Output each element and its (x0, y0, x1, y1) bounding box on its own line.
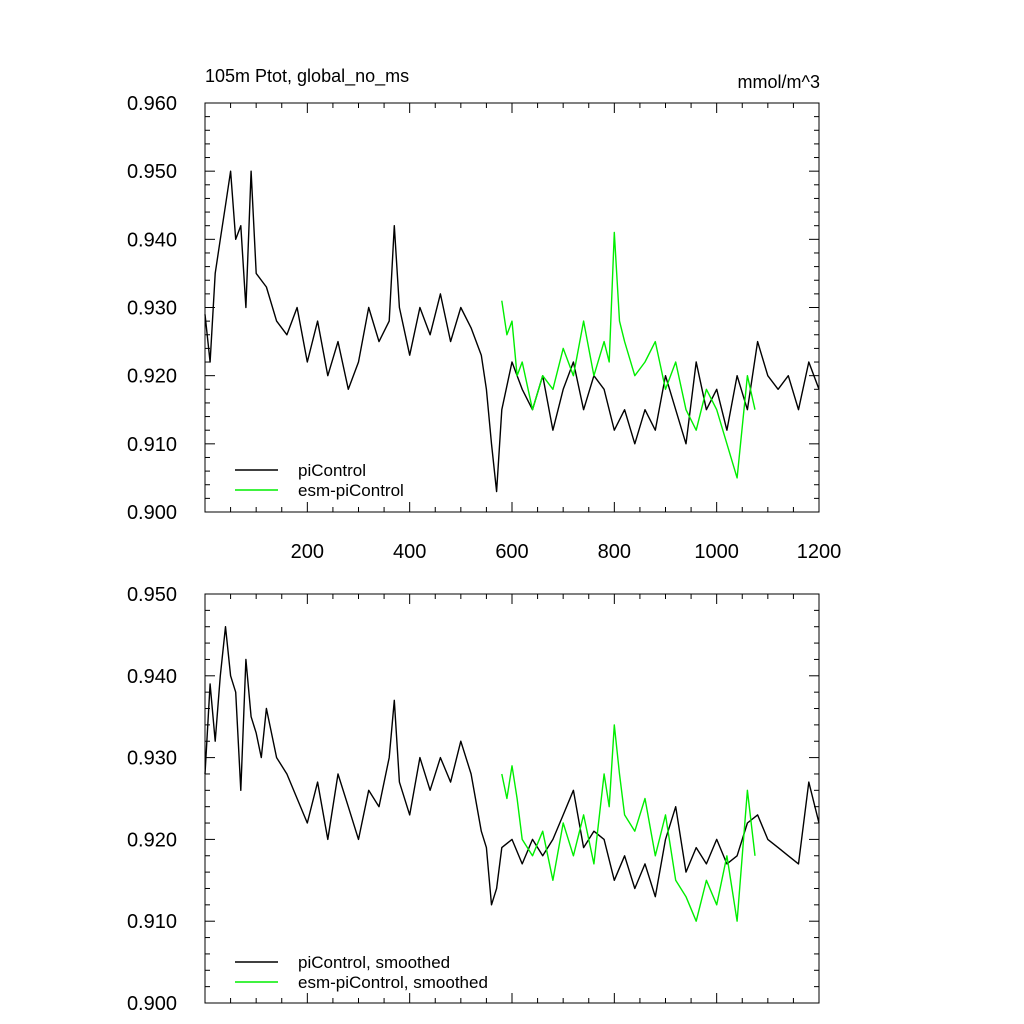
top-x-tick-label: 200 (291, 541, 324, 563)
bottom-y-tick-label: 0.940 (127, 666, 177, 688)
top-series-lines (204, 170, 820, 493)
top-y-tick-label: 0.900 (127, 502, 177, 524)
top-x-tick-label: 400 (393, 541, 426, 563)
top-series-picontrol-line (204, 170, 820, 493)
bottom-y-tick-label: 0.920 (127, 829, 177, 851)
top-series-esm-picontrol-line (501, 231, 756, 479)
top-y-tick-label: 0.950 (127, 161, 177, 183)
bottom-series-esm-picontrol-smoothed-line (501, 724, 756, 922)
top-y-tick-label: 0.960 (127, 93, 177, 115)
top-x-tick-label: 600 (495, 541, 528, 563)
bottom-series-lines (204, 626, 820, 922)
top-x-tick-label: 800 (598, 541, 631, 563)
top-y-tick-label: 0.920 (127, 366, 177, 388)
top-y-tick-label: 0.910 (127, 434, 177, 456)
bottom-panel: 0.900 0.910 0.920 0.930 0.940 0.950 piControl… (127, 584, 820, 1015)
bottom-y-tick-label: 0.930 (127, 748, 177, 770)
top-chart-units: mmol/m^3 (738, 72, 820, 92)
bottom-y-tick-labels: 0.900 0.910 0.920 0.930 0.940 0.950 (127, 584, 177, 1015)
top-y-tick-label: 0.930 (127, 298, 177, 320)
top-legend-label-esm-picontrol: esm-piControl (298, 481, 404, 500)
top-legend: piControl esm-piControl (235, 461, 404, 500)
top-chart-title: 105m Ptot, global_no_ms (205, 66, 409, 87)
top-tick-marks (204, 102, 820, 513)
top-y-tick-label: 0.940 (127, 229, 177, 251)
top-panel: 0.900 0.910 0.920 0.930 0.940 0.950 0.960 200 4… (127, 66, 841, 563)
bottom-tick-marks (204, 593, 820, 1004)
bottom-series-picontrol-smoothed-line (204, 626, 820, 906)
bottom-y-tick-label: 0.950 (127, 584, 177, 606)
top-x-tick-labels: 200 400 600 800 1000 1200 (291, 541, 842, 563)
top-y-tick-labels: 0.900 0.910 0.920 0.930 0.940 0.950 0.960 (127, 93, 177, 524)
top-x-tick-label: 1000 (694, 541, 739, 563)
top-x-tick-label: 1200 (797, 541, 842, 563)
bottom-y-tick-label: 0.900 (127, 993, 177, 1015)
bottom-legend: piControl, smoothed esm-piControl, smoot… (235, 953, 488, 992)
bottom-legend-label-picontrol: piControl, smoothed (298, 953, 450, 972)
bottom-y-tick-label: 0.910 (127, 911, 177, 933)
bottom-legend-label-esm-picontrol: esm-piControl, smoothed (298, 973, 488, 992)
top-legend-label-picontrol: piControl (298, 461, 366, 480)
